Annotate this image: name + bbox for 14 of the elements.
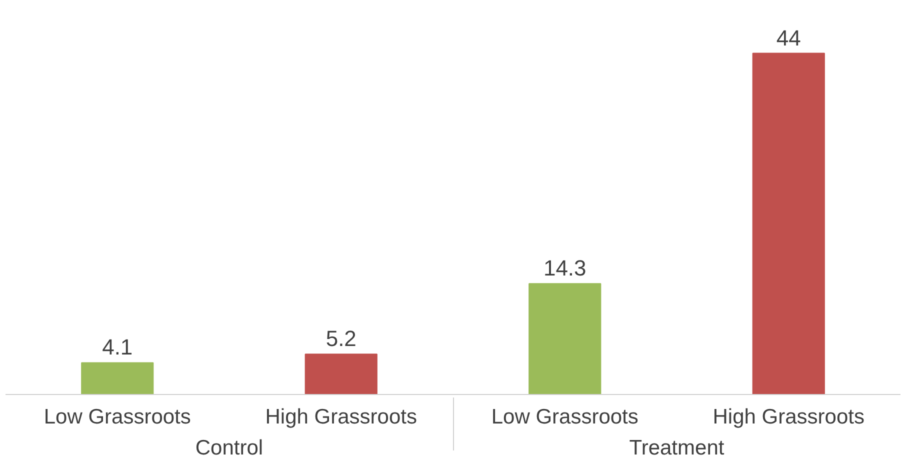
series-label: High Grassroots	[265, 406, 417, 428]
bar	[304, 354, 378, 394]
data-label: 44	[776, 25, 801, 50]
text: Low Grassroots	[491, 406, 638, 428]
series-label: Low Grassroots	[44, 406, 191, 428]
bar	[528, 283, 602, 394]
bar	[81, 362, 154, 394]
text: High Grassroots	[712, 406, 864, 428]
x-tick-label: Control	[195, 436, 264, 460]
data-label: 5.2	[326, 326, 356, 352]
data-label: 4.1	[102, 334, 133, 360]
data-label: 14.3	[543, 256, 586, 281]
bar	[752, 52, 825, 394]
x-tick-label: Treatment	[629, 436, 724, 460]
